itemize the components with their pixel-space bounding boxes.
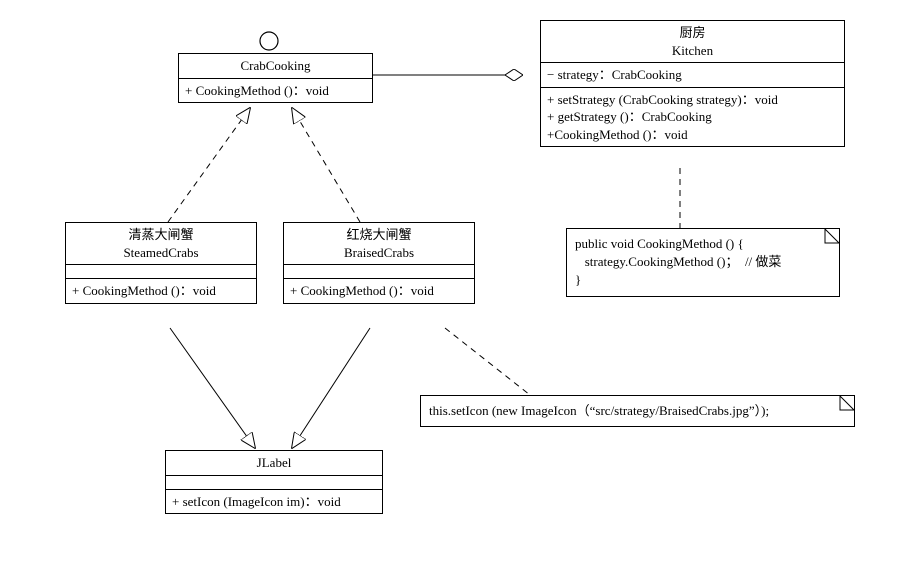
class-jlabel: JLabel + setIcon (ImageIcon im)：void xyxy=(165,450,383,514)
class-attributes xyxy=(284,265,474,279)
title-en: SteamedCrabs xyxy=(72,244,250,262)
class-attributes: − strategy：CrabCooking xyxy=(541,63,844,88)
title-en: Kitchen xyxy=(547,42,838,60)
edge-note-braised xyxy=(445,328,530,395)
title-text: JLabel xyxy=(257,455,292,470)
class-attributes xyxy=(66,265,256,279)
title-cn: 厨房 xyxy=(547,24,838,42)
class-methods: + CookingMethod ()：void xyxy=(66,279,256,303)
class-crabcooking: CrabCooking + CookingMethod ()：void xyxy=(178,53,373,103)
method-row: + CookingMethod ()：void xyxy=(72,282,250,300)
class-kitchen: 厨房 Kitchen − strategy：CrabCooking + setS… xyxy=(540,20,845,147)
edge-realization-steamed xyxy=(168,108,250,222)
title-text: CrabCooking xyxy=(240,58,310,73)
method-row: + getStrategy ()：CrabCooking xyxy=(547,108,838,126)
class-title: JLabel xyxy=(166,451,382,476)
note-line: public void CookingMethod () { xyxy=(575,235,831,253)
class-title: 红烧大闸蟹 BraisedCrabs xyxy=(284,223,474,265)
class-methods: + setIcon (ImageIcon im)：void xyxy=(166,490,382,514)
class-title: 清蒸大闸蟹 SteamedCrabs xyxy=(66,223,256,265)
method-row: +CookingMethod ()：void xyxy=(547,126,838,144)
attr-row: − strategy：CrabCooking xyxy=(547,66,838,84)
class-steamedcrabs: 清蒸大闸蟹 SteamedCrabs + CookingMethod ()：vo… xyxy=(65,222,257,304)
edge-realization-braised xyxy=(292,108,360,222)
note-braised: this.setIcon (new ImageIcon（“src/strateg… xyxy=(420,395,855,427)
class-methods: + CookingMethod ()：void xyxy=(284,279,474,303)
class-methods: + CookingMethod ()：void xyxy=(179,79,372,103)
title-cn: 红烧大闸蟹 xyxy=(290,226,468,244)
note-line: strategy.CookingMethod ()； // 做菜 xyxy=(575,253,831,271)
method-row: + setStrategy (CrabCooking strategy)：voi… xyxy=(547,91,838,109)
class-title: CrabCooking xyxy=(179,54,372,79)
interface-circle xyxy=(260,32,278,50)
class-braisedcrabs: 红烧大闸蟹 BraisedCrabs + CookingMethod ()：vo… xyxy=(283,222,475,304)
method-row: + CookingMethod ()：void xyxy=(185,82,366,100)
class-attributes xyxy=(166,476,382,490)
method-row: + setIcon (ImageIcon im)：void xyxy=(172,493,376,511)
note-kitchen: public void CookingMethod () { strategy.… xyxy=(566,228,840,297)
note-line: } xyxy=(575,271,831,289)
class-methods: + setStrategy (CrabCooking strategy)：voi… xyxy=(541,88,844,147)
title-en: BraisedCrabs xyxy=(290,244,468,262)
note-line: this.setIcon (new ImageIcon（“src/strateg… xyxy=(429,402,846,420)
class-title: 厨房 Kitchen xyxy=(541,21,844,63)
edge-gen-braised-jlabel xyxy=(292,328,370,448)
title-cn: 清蒸大闸蟹 xyxy=(72,226,250,244)
edge-gen-steamed-jlabel xyxy=(170,328,255,448)
method-row: + CookingMethod ()：void xyxy=(290,282,468,300)
